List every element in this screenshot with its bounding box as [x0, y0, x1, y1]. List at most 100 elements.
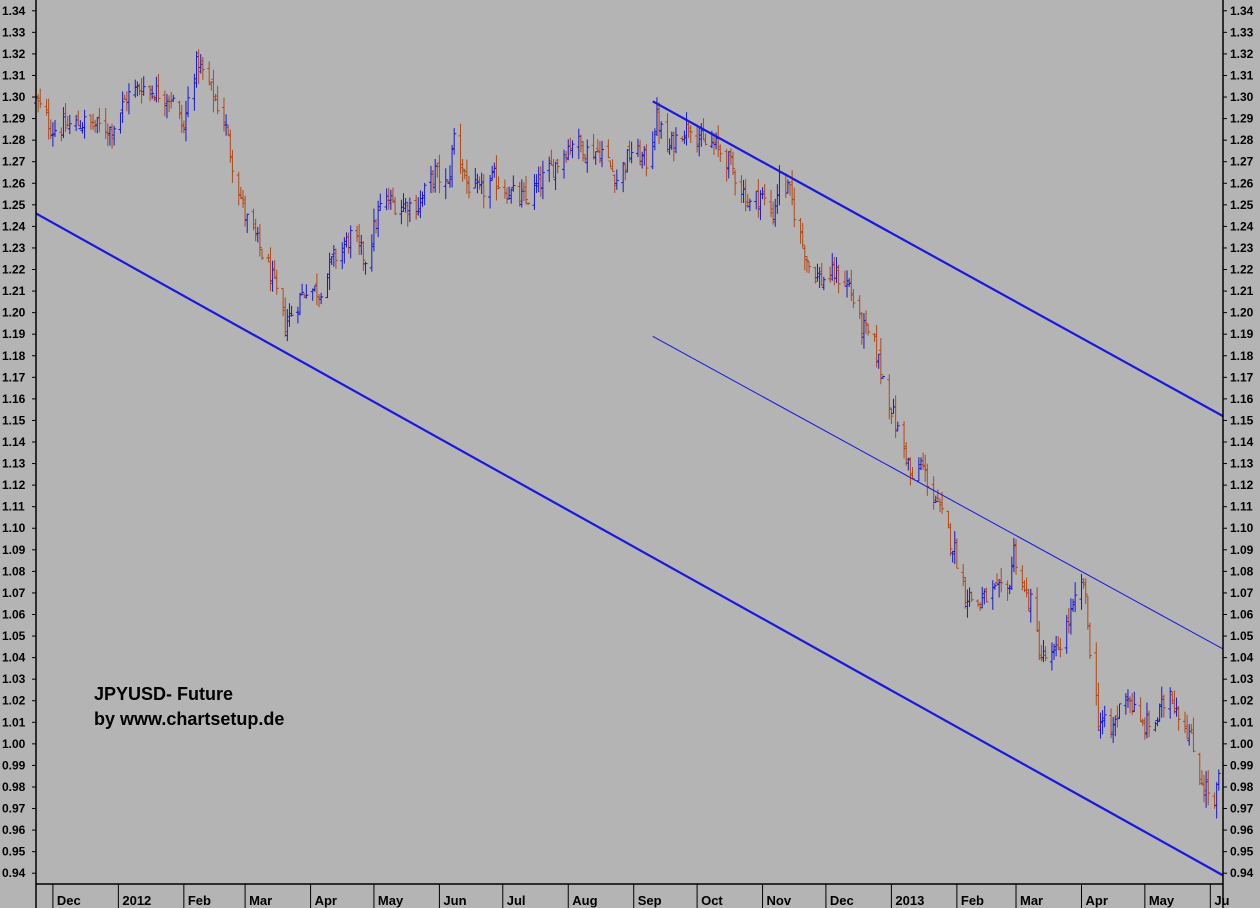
x-tick-label: Dec: [57, 893, 81, 908]
x-tick-label: Jul: [507, 893, 526, 908]
y-tick-label-right: 0.98: [1230, 780, 1254, 794]
y-tick-label-right: 1.17: [1230, 370, 1254, 384]
y-tick-label-right: 0.99: [1230, 758, 1254, 772]
x-tick-label: Ju: [1214, 893, 1229, 908]
y-tick-label-left: 1.07: [2, 586, 26, 600]
y-tick-label-right: 1.04: [1230, 651, 1254, 665]
y-tick-label-right: 1.08: [1230, 564, 1254, 578]
y-tick-label-right: 1.07: [1230, 586, 1254, 600]
y-tick-label-left: 0.96: [2, 823, 26, 837]
annotation-source: by www.chartsetup.de: [94, 709, 285, 729]
x-tick-label: Feb: [961, 893, 984, 908]
y-tick-label-left: 1.22: [2, 263, 26, 277]
price-bars: [34, 49, 1221, 819]
x-tick-label: 2013: [895, 893, 924, 908]
y-tick-label-left: 1.31: [2, 68, 26, 82]
y-tick-label-right: 1.11: [1230, 500, 1253, 514]
y-tick-label-left: 1.10: [2, 521, 26, 535]
x-tick-label: Aug: [572, 893, 597, 908]
y-tick-label-right: 1.12: [1230, 478, 1254, 492]
y-tick-label-left: 1.34: [2, 4, 26, 18]
y-tick-label-left: 1.21: [2, 284, 26, 298]
y-tick-label-right: 1.25: [1230, 198, 1254, 212]
y-tick-label-left: 1.04: [2, 651, 26, 665]
y-tick-label-left: 1.17: [2, 370, 26, 384]
y-tick-label-right: 1.34: [1230, 4, 1254, 18]
y-tick-label-right: 1.06: [1230, 607, 1254, 621]
x-tick-label: Mar: [249, 893, 272, 908]
y-tick-label-left: 0.94: [2, 866, 26, 880]
y-tick-label-left: 1.23: [2, 241, 26, 255]
y-tick-label-left: 1.29: [2, 112, 26, 126]
y-tick-label-right: 1.32: [1230, 47, 1254, 61]
y-tick-label-left: 1.13: [2, 457, 26, 471]
trendline: [652, 100, 1224, 418]
y-tick-label-right: 1.05: [1230, 629, 1254, 643]
x-tick-label: Mar: [1020, 893, 1043, 908]
x-tick-label: May: [1149, 893, 1175, 908]
y-tick-label-left: 1.18: [2, 349, 26, 363]
y-tick-label-left: 1.32: [2, 47, 26, 61]
y-tick-label-right: 1.23: [1230, 241, 1254, 255]
y-tick-label-right: 1.28: [1230, 133, 1254, 147]
y-tick-label-right: 1.18: [1230, 349, 1254, 363]
y-tick-label-right: 1.09: [1230, 543, 1254, 557]
x-tick-label: 2012: [122, 893, 151, 908]
y-tick-label-left: 1.12: [2, 478, 26, 492]
x-tick-label: Feb: [188, 893, 211, 908]
y-tick-label-right: 1.19: [1230, 327, 1254, 341]
x-tick-label: Nov: [767, 893, 792, 908]
y-tick-label-left: 0.97: [2, 802, 26, 816]
y-tick-label-right: 0.96: [1230, 823, 1254, 837]
y-tick-label-left: 1.28: [2, 133, 26, 147]
y-tick-label-left: 1.16: [2, 392, 26, 406]
y-tick-label-left: 1.20: [2, 306, 26, 320]
y-tick-label-left: 1.05: [2, 629, 26, 643]
y-tick-label-right: 1.29: [1230, 112, 1254, 126]
y-tick-label-left: 1.26: [2, 176, 26, 190]
y-tick-label-right: 1.16: [1230, 392, 1254, 406]
y-tick-label-right: 1.31: [1230, 68, 1254, 82]
x-tick-label: Apr: [1085, 893, 1107, 908]
y-tick-label-left: 1.06: [2, 607, 26, 621]
y-tick-label-right: 1.30: [1230, 90, 1254, 104]
y-tick-label-right: 1.27: [1230, 155, 1254, 169]
y-tick-label-left: 0.98: [2, 780, 26, 794]
x-tick-label: Oct: [701, 893, 723, 908]
y-tick-label-left: 1.11: [2, 500, 25, 514]
y-tick-label-right: 1.26: [1230, 176, 1254, 190]
y-tick-label-right: 1.00: [1230, 737, 1254, 751]
y-tick-label-right: 1.24: [1230, 219, 1254, 233]
trendline: [35, 212, 1224, 877]
y-tick-label-right: 1.13: [1230, 457, 1254, 471]
y-tick-label-left: 1.33: [2, 25, 26, 39]
y-tick-label-left: 1.00: [2, 737, 26, 751]
y-tick-label-right: 1.21: [1230, 284, 1254, 298]
x-tick-label: Dec: [830, 893, 854, 908]
y-tick-label-left: 1.01: [2, 715, 26, 729]
annotation-title: JPYUSD- Future: [94, 684, 234, 704]
x-tick-label: Sep: [638, 893, 662, 908]
chart-annotation: JPYUSD- Future by www.chartsetup.de: [94, 682, 284, 732]
y-tick-label-right: 1.20: [1230, 306, 1254, 320]
y-tick-label-left: 1.25: [2, 198, 26, 212]
y-tick-label-left: 1.08: [2, 564, 26, 578]
y-tick-label-right: 1.02: [1230, 694, 1254, 708]
y-tick-label-left: 1.03: [2, 672, 26, 686]
y-tick-label-left: 1.02: [2, 694, 26, 708]
trendline: [652, 335, 1224, 650]
y-tick-label-right: 0.94: [1230, 866, 1254, 880]
y-tick-label-right: 0.95: [1230, 845, 1254, 859]
y-tick-label-left: 1.30: [2, 90, 26, 104]
y-tick-label-right: 1.14: [1230, 435, 1254, 449]
trendlines: [35, 100, 1224, 877]
x-tick-label: Jun: [443, 893, 466, 908]
y-tick-label-right: 1.33: [1230, 25, 1254, 39]
y-tick-label-left: 1.27: [2, 155, 26, 169]
y-tick-label-right: 1.15: [1230, 413, 1254, 427]
y-tick-label-right: 1.03: [1230, 672, 1254, 686]
y-tick-label-right: 1.22: [1230, 263, 1254, 277]
